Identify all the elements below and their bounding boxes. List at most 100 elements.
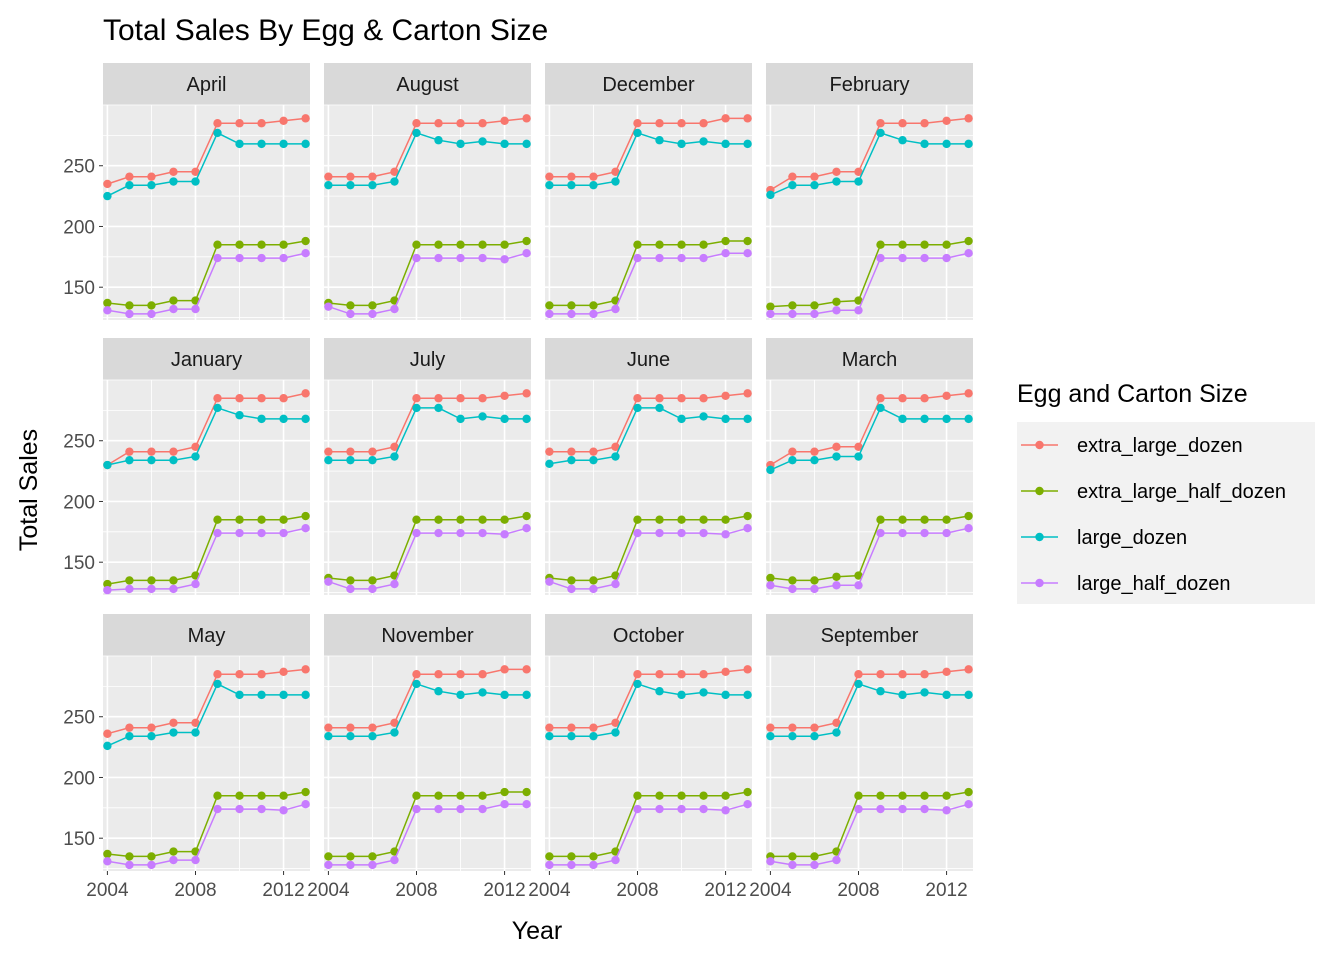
data-point-extra_large_half_dozen [898, 515, 907, 524]
data-point-extra_large_half_dozen [522, 511, 531, 521]
data-point-large_dozen [876, 403, 885, 413]
data-point-large_half_dozen [920, 253, 929, 263]
data-point-large_half_dozen [346, 860, 355, 870]
data-point-large_dozen [633, 128, 642, 138]
data-point-extra_large_dozen [655, 670, 664, 679]
legend-label-large_dozen: large_dozen [1077, 527, 1187, 549]
data-point-large_dozen [611, 177, 620, 186]
data-point-extra_large_dozen [368, 723, 377, 732]
series-line-large_half_dozen [549, 252, 748, 315]
data-point-large_half_dozen [125, 309, 134, 319]
data-point-large_half_dozen [456, 253, 465, 263]
data-point-extra_large_dozen [368, 447, 377, 456]
data-point-extra_large_half_dozen [567, 301, 576, 310]
facet-panel-june: June [545, 338, 752, 595]
data-point-extra_large_half_dozen [279, 240, 288, 249]
data-point-large_half_dozen [324, 302, 333, 311]
series-line-large_half_dozen [328, 252, 527, 315]
data-point-extra_large_dozen [876, 670, 885, 679]
data-point-large_half_dozen [788, 309, 797, 319]
data-point-large_dozen [213, 403, 222, 413]
strip-background [766, 614, 973, 656]
data-point-extra_large_half_dozen [743, 511, 752, 521]
data-point-extra_large_dozen [854, 670, 863, 679]
data-point-large_dozen [832, 452, 841, 461]
data-point-extra_large_half_dozen [832, 572, 841, 581]
data-point-large_dozen [500, 414, 509, 424]
data-point-large_dozen [434, 403, 443, 413]
data-point-large_dozen [810, 180, 819, 190]
data-point-extra_large_dozen [500, 116, 509, 125]
data-point-large_half_dozen [147, 584, 156, 594]
data-point-extra_large_half_dozen [368, 576, 377, 585]
data-point-large_half_dozen [942, 528, 951, 538]
data-point-extra_large_half_dozen [964, 511, 973, 521]
y-tick-label: 200 [63, 492, 95, 513]
data-point-extra_large_dozen [832, 718, 841, 728]
data-point-extra_large_half_dozen [810, 301, 819, 310]
data-point-extra_large_dozen [456, 670, 465, 679]
data-point-extra_large_half_dozen [964, 787, 973, 797]
data-point-large_half_dozen [920, 804, 929, 814]
facet-panel-november: November [324, 614, 531, 871]
data-point-extra_large_half_dozen [854, 791, 863, 800]
data-point-extra_large_dozen [390, 167, 399, 177]
data-point-extra_large_dozen [589, 447, 598, 456]
series-line-large_dozen [549, 682, 748, 737]
x-tick-label: 2004 [528, 880, 571, 901]
data-point-large_half_dozen [235, 804, 244, 814]
data-point-extra_large_half_dozen [876, 515, 885, 524]
data-point-extra_large_half_dozen [522, 236, 531, 246]
data-point-large_half_dozen [545, 860, 554, 870]
data-point-extra_large_half_dozen [169, 847, 178, 856]
y-tick-label: 150 [63, 278, 95, 299]
strip-label: May [188, 625, 226, 647]
strip-background [324, 338, 531, 380]
data-point-extra_large_dozen [478, 670, 487, 679]
data-point-extra_large_half_dozen [213, 515, 222, 524]
data-point-large_half_dozen [191, 855, 200, 865]
data-point-extra_large_half_dozen [567, 852, 576, 861]
data-point-extra_large_dozen [324, 723, 333, 732]
data-point-extra_large_half_dozen [920, 515, 929, 524]
data-point-large_dozen [478, 137, 487, 146]
data-point-extra_large_dozen [832, 167, 841, 177]
series-line-extra_large_half_dozen [549, 240, 748, 307]
data-point-large_dozen [655, 687, 664, 696]
data-point-large_half_dozen [235, 253, 244, 263]
data-point-extra_large_half_dozen [301, 511, 310, 521]
series-line-extra_large_dozen [328, 117, 527, 178]
data-point-large_half_dozen [633, 804, 642, 814]
series-line-extra_large_dozen [328, 392, 527, 453]
data-point-large_dozen [942, 414, 951, 424]
data-point-extra_large_dozen [677, 670, 686, 679]
data-point-extra_large_half_dozen [810, 576, 819, 585]
data-point-large_half_dozen [456, 528, 465, 538]
series-line-extra_large_half_dozen [770, 791, 969, 858]
x-tick-label: 2004 [749, 880, 792, 901]
series-line-large_half_dozen [107, 527, 306, 591]
strip-label: October [613, 625, 684, 647]
data-point-extra_large_half_dozen [788, 576, 797, 585]
x-axis-title: Year [512, 917, 563, 945]
data-point-extra_large_dozen [235, 119, 244, 128]
data-point-large_dozen [788, 455, 797, 465]
data-point-large_half_dozen [346, 309, 355, 319]
facet-panel-august: August [324, 63, 531, 320]
data-point-extra_large_dozen [213, 119, 222, 128]
data-point-large_half_dozen [169, 304, 178, 314]
data-point-extra_large_dozen [412, 119, 421, 128]
data-point-extra_large_half_dozen [346, 301, 355, 310]
data-point-large_dozen [854, 177, 863, 186]
data-point-large_dozen [213, 679, 222, 689]
data-point-extra_large_dozen [942, 116, 951, 125]
data-point-large_half_dozen [589, 860, 598, 870]
data-point-large_dozen [125, 180, 134, 190]
data-point-large_dozen [633, 403, 642, 413]
data-point-extra_large_dozen [147, 447, 156, 456]
legend-key-point-extra_large_dozen [1035, 440, 1044, 450]
data-point-large_half_dozen [721, 530, 730, 539]
series-line-large_dozen [770, 682, 969, 737]
series-line-extra_large_dozen [770, 392, 969, 466]
data-point-large_half_dozen [301, 799, 310, 809]
